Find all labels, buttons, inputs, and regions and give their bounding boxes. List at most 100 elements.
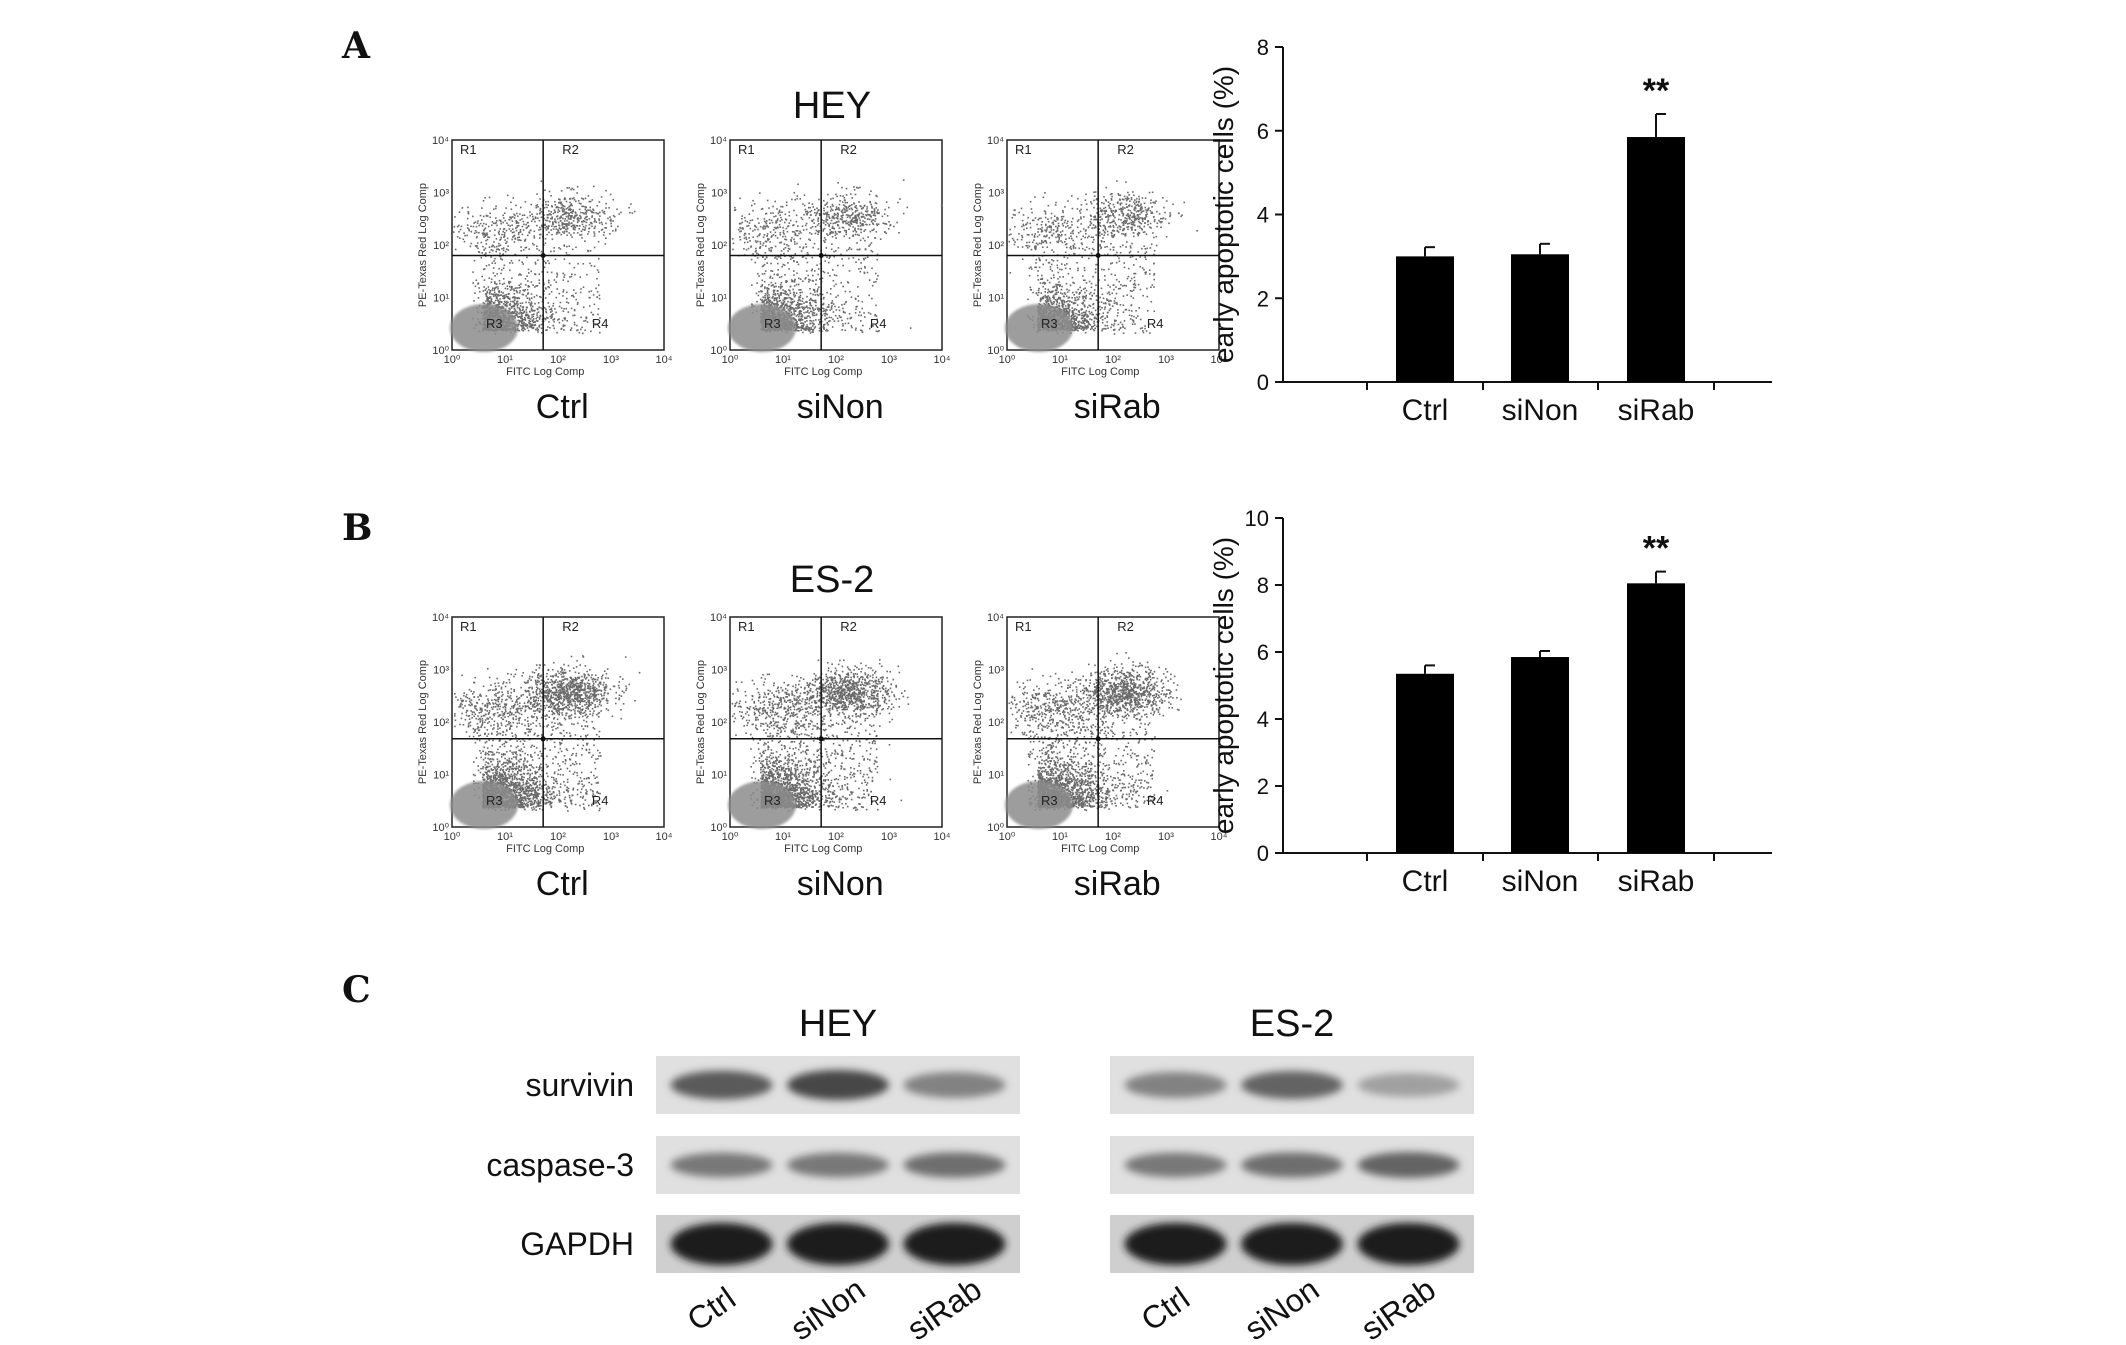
- y-tick-label: 10: [1245, 506, 1269, 531]
- blot-strip-survivin: [1110, 1056, 1474, 1114]
- region-label-r4: R4: [592, 316, 609, 331]
- flow-x-tick-label: 10³: [603, 831, 619, 843]
- flow-y-tick-label: 10²: [988, 717, 1004, 729]
- flow-y-tick-label: 10⁴: [432, 612, 449, 624]
- y-tick-label: 6: [1257, 119, 1269, 144]
- quadrant-gate-center: [818, 736, 824, 742]
- blot-strip-caspase-3: [656, 1136, 1020, 1194]
- flow-x-tick-label: 10²: [1105, 831, 1121, 843]
- region-label-r2: R2: [562, 142, 579, 157]
- quadrant-gate-center: [818, 253, 824, 258]
- flow-x-tick-label: 10⁴: [656, 831, 673, 843]
- flow-x-tick-label: 10¹: [775, 354, 791, 366]
- western-blot-hey: HEY Ctrl siNon siRab: [656, 1003, 1020, 1345]
- y-axis-title: early apoptotic cells (%): [1208, 537, 1239, 834]
- flow-y-axis-label: PE-Texas Red Log Comp: [972, 660, 984, 784]
- blot-band: [1357, 1222, 1460, 1266]
- blot-band: [1124, 1072, 1227, 1098]
- flow-x-tick-label: 10⁰: [999, 831, 1016, 843]
- blot-band: [787, 1222, 889, 1266]
- blot-band: [1124, 1222, 1227, 1266]
- flow-x-tick-label: 10¹: [775, 831, 791, 843]
- quadrant-gate-center: [540, 253, 546, 258]
- region-label-r1: R1: [1015, 142, 1032, 157]
- flow-x-tick-label: 10⁴: [656, 354, 673, 366]
- blot-strip-gapdh: [656, 1215, 1020, 1273]
- blot-strip-survivin: [656, 1056, 1020, 1114]
- region-label-r1: R1: [738, 142, 755, 157]
- region-label-r4: R4: [870, 316, 887, 331]
- category-label-ctrl: Ctrl: [1402, 394, 1449, 427]
- flow-y-tick-label: 10¹: [988, 293, 1004, 305]
- flow-y-tick-label: 10⁴: [710, 612, 727, 624]
- flow-x-axis-label: FITC Log Comp: [1061, 843, 1139, 855]
- flow-y-tick-label: 10⁰: [432, 822, 449, 834]
- flow-x-tick-label: 10¹: [1052, 354, 1068, 366]
- flow-x-tick-label: 10³: [1158, 831, 1174, 843]
- y-tick-label: 2: [1257, 286, 1269, 311]
- flow-y-tick-label: 10⁰: [710, 822, 727, 834]
- y-tick-label: 8: [1257, 35, 1269, 60]
- panel-label-b: B: [342, 507, 372, 549]
- flow-x-tick-label: 10⁰: [999, 354, 1016, 366]
- region-label-r2: R2: [840, 142, 857, 157]
- blot-band: [1357, 1152, 1460, 1178]
- blot-band: [787, 1069, 889, 1101]
- lane-label-ctrl: Ctrl: [681, 1280, 742, 1338]
- flow-y-tick-label: 10⁴: [987, 612, 1004, 624]
- flow-y-tick-label: 10²: [711, 717, 727, 729]
- region-label-r4: R4: [592, 793, 609, 808]
- flow-y-tick-label: 10²: [433, 240, 449, 252]
- flow-y-tick-label: 10²: [711, 240, 727, 252]
- flow-plot-frame: [1006, 616, 1220, 828]
- category-label-sinon: siNon: [1502, 865, 1579, 898]
- flow-title-hey: HEY: [793, 85, 871, 127]
- flow-y-tick-label: 10²: [433, 717, 449, 729]
- flow-x-tick-label: 10³: [881, 831, 897, 843]
- flow-dense-population: [728, 304, 796, 352]
- flow-y-axis-label: PE-Texas Red Log Comp: [417, 183, 429, 307]
- flow-y-tick-label: 10³: [711, 665, 727, 677]
- y-tick-label: 2: [1257, 774, 1269, 799]
- flow-x-axis-label: FITC Log Comp: [1061, 366, 1139, 378]
- region-label-r3: R3: [486, 793, 503, 808]
- flow-condition-label: siNon: [797, 388, 884, 426]
- flow-y-tick-label: 10⁰: [987, 822, 1004, 834]
- region-label-r1: R1: [1015, 619, 1032, 634]
- flow-x-tick-label: 10⁰: [444, 354, 461, 366]
- quadrant-gate-center: [1095, 736, 1101, 742]
- region-label-r2: R2: [1117, 619, 1134, 634]
- flow-y-tick-label: 10¹: [711, 293, 727, 305]
- blot-band: [787, 1152, 889, 1178]
- bar-sinon: [1511, 657, 1569, 853]
- flow-y-tick-label: 10³: [988, 188, 1004, 200]
- flow-x-tick-label: 10²: [550, 354, 566, 366]
- western-blots: HEY Ctrl siNon siRab ES-2 Ctrl siNon siRab survi…: [486, 1003, 1474, 1345]
- blot-strip-caspase-3: [1110, 1136, 1474, 1194]
- flow-x-tick-label: 10⁴: [934, 831, 951, 843]
- region-label-r1: R1: [460, 619, 477, 634]
- flow-condition-label: siNon: [797, 865, 884, 903]
- flow-x-tick-label: 10⁴: [1211, 354, 1228, 366]
- flow-y-axis-label: PE-Texas Red Log Comp: [695, 183, 707, 307]
- blot-band: [1124, 1152, 1227, 1178]
- y-tick-label: 4: [1257, 203, 1269, 228]
- flow-x-tick-label: 10¹: [1052, 831, 1068, 843]
- category-label-sirab: siRab: [1618, 865, 1695, 898]
- flow-condition-label: siRab: [1074, 865, 1161, 903]
- flow-x-axis-label: FITC Log Comp: [784, 366, 862, 378]
- y-tick-label: 4: [1257, 707, 1269, 732]
- category-label-ctrl: Ctrl: [1402, 865, 1449, 898]
- region-label-r3: R3: [1041, 316, 1058, 331]
- lane-label-sinon: siNon: [784, 1271, 872, 1345]
- blot-band: [1357, 1073, 1460, 1097]
- lane-label-sinon: siNon: [1238, 1271, 1326, 1345]
- panel-label-a: A: [341, 25, 371, 67]
- flow-x-axis-label: FITC Log Comp: [784, 843, 862, 855]
